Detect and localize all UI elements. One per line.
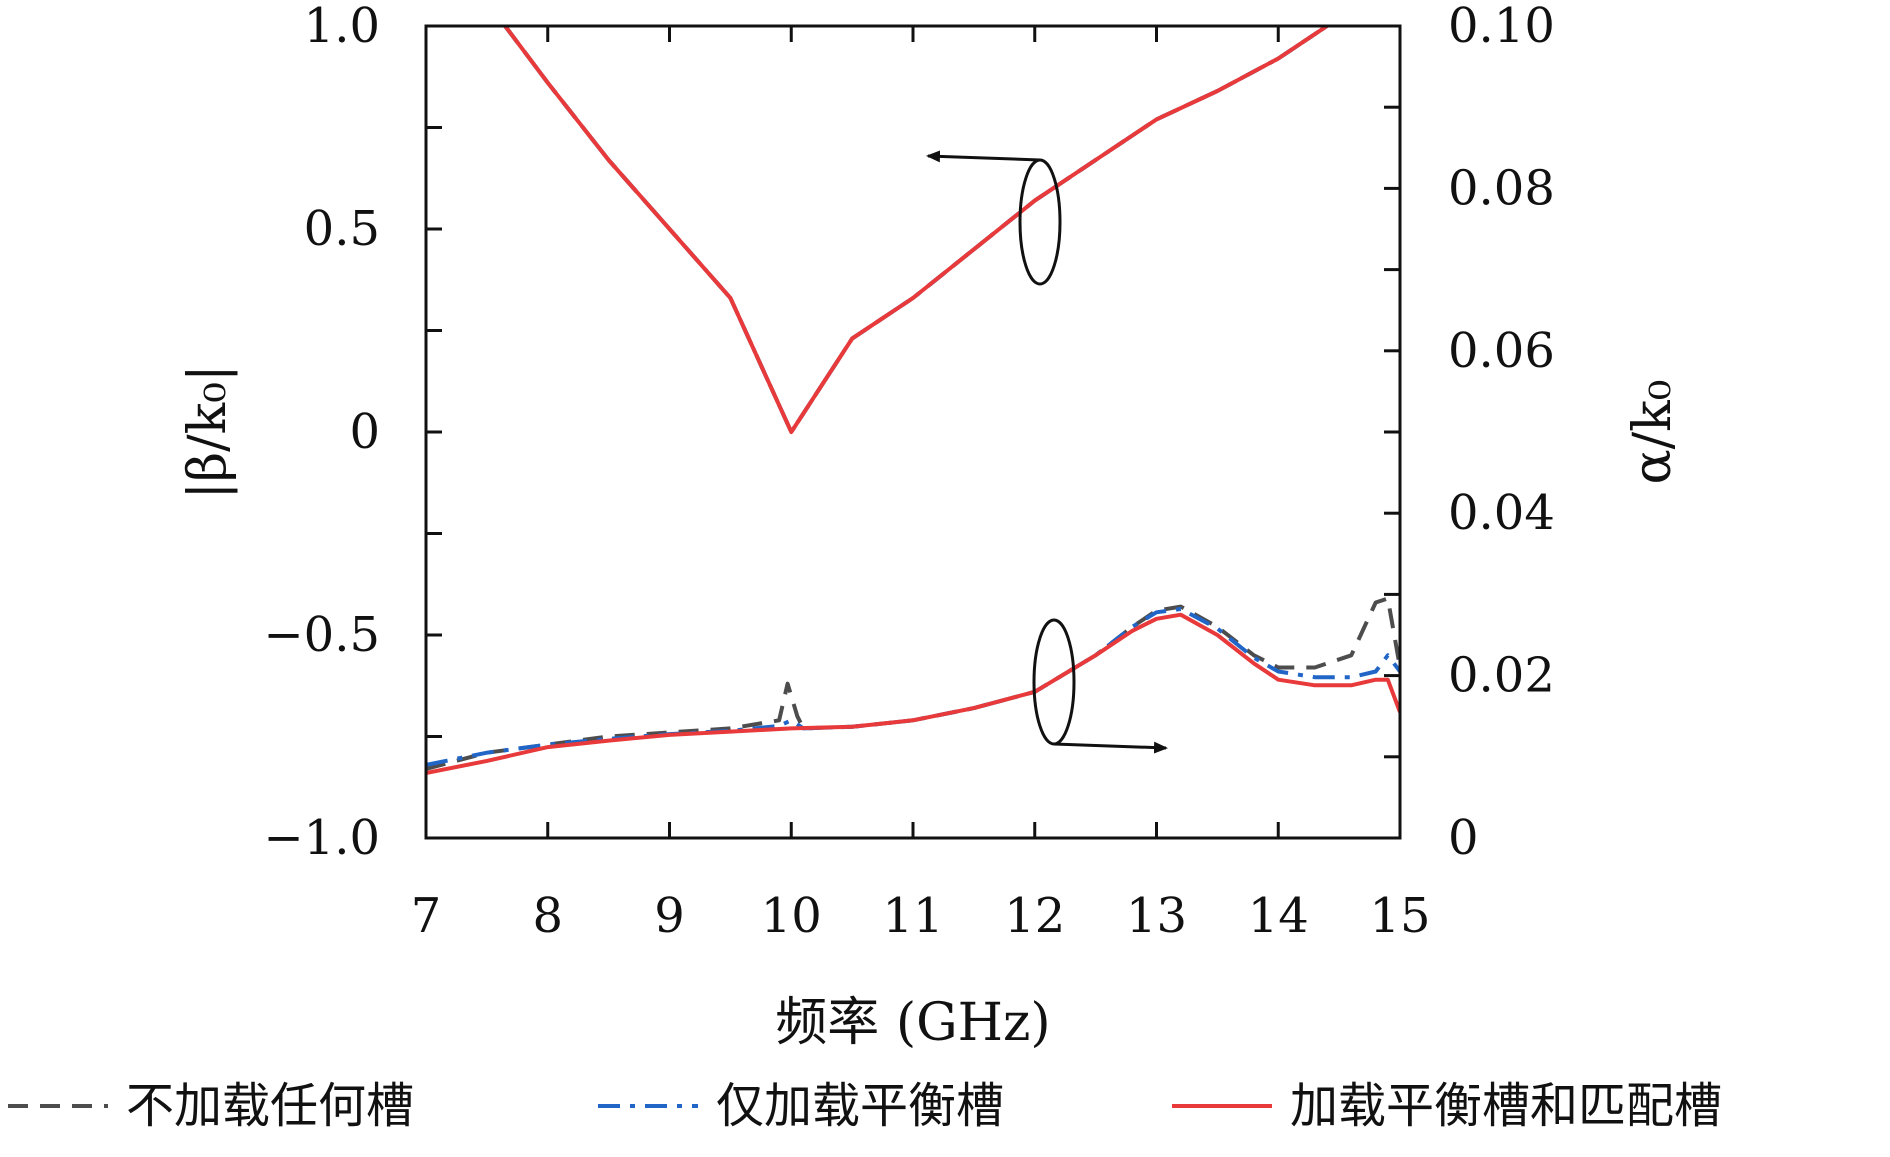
y-right-tick-label: 0 — [1448, 810, 1479, 866]
series-line-none-left — [503, 26, 1329, 434]
series-line-balance-left — [503, 26, 1329, 434]
x-tick-labels: 7 8 9 10 11 12 13 14 15 — [411, 888, 1431, 944]
left-axis-indicator — [926, 150, 1062, 286]
y-right-tick-label: 0.02 — [1448, 648, 1555, 704]
legend-label: 不加载任何槽 — [126, 1078, 414, 1134]
x-tick-label: 13 — [1126, 888, 1187, 944]
x-tick-label: 11 — [882, 888, 943, 944]
y-left-tick-label: 0.5 — [304, 201, 380, 257]
plot-frame — [424, 24, 1402, 840]
y-right-tick-label: 0.04 — [1448, 485, 1555, 541]
y-right-tick-label: 0.08 — [1448, 160, 1555, 216]
legend-label: 加载平衡槽和匹配槽 — [1290, 1078, 1722, 1134]
x-tick-label: 7 — [411, 888, 442, 944]
y-right-axis-label: α/k₀ — [1623, 380, 1683, 485]
x-tick-label: 12 — [1004, 888, 1065, 944]
right-axis-indicator — [1032, 618, 1168, 754]
series-line-balance-right — [426, 607, 1400, 767]
right-pointing-arrow — [1053, 741, 1168, 754]
y-right-tick-label: 0.06 — [1448, 323, 1555, 379]
y-left-tick-labels: 1.0 0.5 0 −0.5 −1.0 — [263, 0, 380, 866]
y-left-tick-label: 1.0 — [304, 0, 380, 54]
y-left-tick-label: −0.5 — [263, 607, 380, 663]
y-right-tick-label: 0.10 — [1448, 0, 1555, 54]
x-tick-label: 8 — [532, 888, 563, 944]
y-left-axis-label: |β/k₀| — [178, 365, 238, 500]
tick-marks — [424, 24, 1402, 840]
left-pointing-arrow — [926, 150, 1041, 163]
series-line-both-left — [503, 26, 1329, 434]
plot-lines — [426, 26, 1400, 775]
x-tick-label: 10 — [761, 888, 822, 944]
legend: 不加载任何槽 仅加载平衡槽 加载平衡槽和匹配槽 — [8, 1078, 1722, 1134]
legend-label: 仅加载平衡槽 — [716, 1078, 1004, 1134]
x-tick-label: 9 — [654, 888, 685, 944]
upper-curve-ellipse — [1018, 158, 1062, 286]
x-tick-label: 15 — [1369, 888, 1430, 944]
x-axis-label: 频率 (GHz) — [775, 993, 1050, 1053]
y-left-tick-label: 0 — [349, 404, 380, 460]
y-left-tick-label: −1.0 — [263, 810, 380, 866]
y-right-tick-labels: 0.10 0.08 0.06 0.04 0.02 0 — [1448, 0, 1555, 866]
x-tick-label: 14 — [1248, 888, 1309, 944]
series-line-both-right — [426, 612, 1400, 775]
